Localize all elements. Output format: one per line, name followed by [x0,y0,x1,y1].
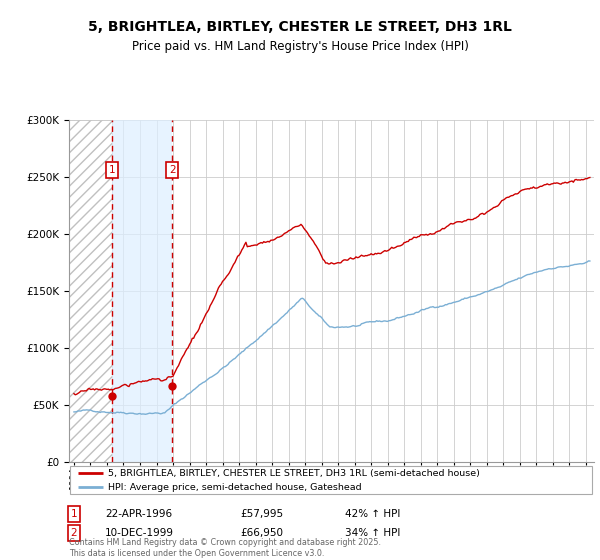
Text: £57,995: £57,995 [240,509,283,519]
Text: 10-DEC-1999: 10-DEC-1999 [105,528,174,538]
Text: 34% ↑ HPI: 34% ↑ HPI [345,528,400,538]
Text: Contains HM Land Registry data © Crown copyright and database right 2025.
This d: Contains HM Land Registry data © Crown c… [69,538,381,558]
Text: 5, BRIGHTLEA, BIRTLEY, CHESTER LE STREET, DH3 1RL: 5, BRIGHTLEA, BIRTLEY, CHESTER LE STREET… [88,20,512,34]
Text: 5, BRIGHTLEA, BIRTLEY, CHESTER LE STREET, DH3 1RL (semi-detached house): 5, BRIGHTLEA, BIRTLEY, CHESTER LE STREET… [109,469,480,478]
Text: 22-APR-1996: 22-APR-1996 [105,509,172,519]
Text: 2: 2 [169,165,175,175]
Text: HPI: Average price, semi-detached house, Gateshead: HPI: Average price, semi-detached house,… [109,483,362,492]
Bar [112,120,172,462]
Text: £66,950: £66,950 [240,528,283,538]
Text: 2: 2 [70,528,77,538]
Text: Price paid vs. HM Land Registry's House Price Index (HPI): Price paid vs. HM Land Registry's House … [131,40,469,53]
Bar [69,120,112,462]
Text: 1: 1 [70,509,77,519]
Text: 42% ↑ HPI: 42% ↑ HPI [345,509,400,519]
Text: 1: 1 [109,165,115,175]
FancyBboxPatch shape [70,466,592,494]
